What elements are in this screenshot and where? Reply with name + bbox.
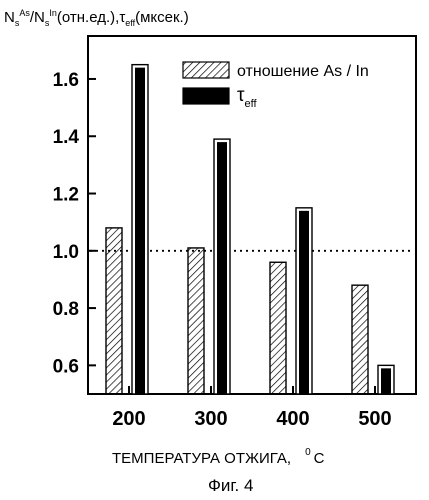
y-axis-title: NsAs/NsIn(отн.ед.),τeff(мксек.) bbox=[4, 8, 189, 28]
bars bbox=[106, 65, 394, 394]
x-tick-label: 500 bbox=[358, 408, 391, 430]
legend-swatch-tau bbox=[183, 88, 229, 104]
x-axis-title: ТЕМПЕРАТУРА ОТЖИГА,0C bbox=[112, 447, 325, 467]
legend-swatch-ratio bbox=[183, 62, 229, 78]
y-ticks: 0.6 0.8 1.0 1.2 1.4 1.6 bbox=[53, 70, 96, 377]
y-tick-label: 1.6 bbox=[53, 70, 79, 91]
bar-ratio-500 bbox=[352, 285, 368, 394]
bar-tau-fill-400 bbox=[299, 211, 309, 394]
bar-ratio-200 bbox=[106, 228, 122, 394]
bar-ratio-400 bbox=[270, 262, 286, 394]
figure-caption: Фиг. 4 bbox=[208, 476, 253, 495]
y-tick-label: 1.0 bbox=[53, 242, 79, 263]
x-ticks: 200 300 400 500 bbox=[112, 386, 391, 430]
y-tick-label: 1.2 bbox=[53, 185, 79, 206]
x-tick-label: 400 bbox=[276, 408, 309, 430]
x-tick-label: 300 bbox=[194, 408, 227, 430]
y-tick-label: 1.4 bbox=[53, 127, 80, 148]
bar-tau-fill-500 bbox=[381, 368, 391, 394]
legend: отношение As / In τeff bbox=[183, 62, 369, 110]
bar-tau-fill-300 bbox=[217, 142, 227, 394]
bar-tau-fill-200 bbox=[135, 68, 145, 394]
legend-label-tau: τeff bbox=[237, 85, 257, 110]
y-tick-label: 0.8 bbox=[53, 299, 79, 320]
legend-label-ratio: отношение As / In bbox=[237, 63, 369, 80]
x-tick-label: 200 bbox=[112, 408, 145, 430]
y-tick-label: 0.6 bbox=[53, 356, 79, 377]
bar-ratio-300 bbox=[188, 248, 204, 394]
